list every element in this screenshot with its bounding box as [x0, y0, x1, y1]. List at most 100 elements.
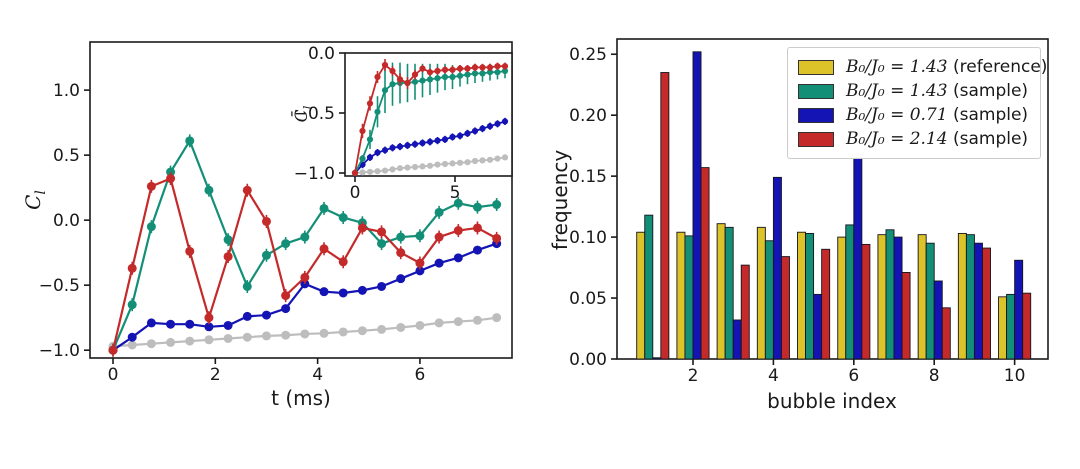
data-point [404, 79, 411, 87]
data-point [472, 223, 482, 233]
data-point [434, 258, 444, 268]
data-point [357, 223, 367, 233]
data-point [389, 67, 396, 75]
data-point [127, 332, 137, 342]
data-point [434, 137, 441, 144]
series-c42a2a [351, 59, 509, 177]
y-tick-label: −1.0 [294, 164, 335, 184]
data-point [434, 318, 444, 328]
y-tick-label: 0.00 [569, 350, 607, 370]
data-point [486, 64, 494, 71]
y-tick-label: −0.5 [39, 276, 80, 296]
data-point [381, 147, 389, 154]
data-point [449, 73, 456, 81]
data-point [281, 330, 291, 340]
bar [805, 232, 815, 360]
y-tick-label: 0.0 [308, 44, 335, 64]
data-point [396, 322, 406, 332]
data-point [166, 174, 176, 184]
data-point [479, 157, 486, 164]
data-point [434, 75, 441, 82]
data-point [494, 120, 501, 127]
bar [917, 234, 927, 360]
data-point [426, 162, 434, 169]
y-tick-label: 0.05 [569, 289, 607, 309]
data-point [281, 304, 291, 314]
data-point [166, 337, 176, 347]
data-point [223, 333, 233, 343]
data-point [377, 324, 387, 334]
data-point [449, 133, 456, 141]
bar [660, 72, 670, 360]
data-point [441, 66, 449, 73]
data-point [426, 76, 434, 83]
legend-swatch-yellow [798, 59, 834, 75]
data-point [377, 281, 387, 291]
bar [925, 242, 935, 360]
data-point [411, 71, 419, 78]
data-point [127, 300, 137, 310]
data-point [411, 141, 419, 148]
data-point [494, 69, 501, 76]
data-point [404, 164, 411, 171]
data-point [300, 272, 310, 282]
bar [973, 242, 983, 360]
y-tick-label: 0.5 [53, 146, 80, 166]
data-point [434, 207, 444, 217]
data-point [281, 239, 291, 249]
bar [837, 236, 847, 360]
data-point [108, 345, 118, 355]
bar [893, 236, 903, 360]
bar [965, 234, 975, 360]
data-point [185, 246, 195, 256]
data-point [426, 138, 434, 145]
data-point [242, 311, 252, 321]
data-point [396, 143, 404, 150]
data-point [501, 118, 509, 125]
data-point [415, 231, 425, 241]
legend-label-rest: (sample) [947, 105, 1029, 125]
data-point [479, 64, 486, 71]
data-point [319, 287, 329, 297]
data-point [441, 136, 449, 143]
bar [700, 167, 710, 360]
data-point [374, 73, 381, 81]
data-point [374, 108, 381, 115]
data-point [486, 156, 494, 163]
data-point [381, 167, 389, 174]
data-point [441, 160, 449, 168]
data-point [434, 161, 441, 168]
inset-ylabel-symbol: C̄ [292, 109, 312, 123]
data-point [464, 71, 471, 78]
bar [845, 224, 855, 360]
legend-label-rest: (sample) [947, 129, 1029, 149]
bar [764, 240, 774, 360]
data-point [338, 327, 348, 337]
data-point [146, 222, 156, 232]
data-point [338, 213, 348, 223]
data-point [441, 73, 449, 81]
legend-label-rest: (sample) [947, 81, 1029, 101]
data-point [366, 154, 374, 161]
data-point [381, 87, 389, 94]
bar [676, 231, 686, 360]
y-tick-label: 0.20 [569, 106, 607, 126]
x-tick-label: 0 [108, 365, 119, 385]
bar [853, 157, 863, 360]
data-point [204, 313, 214, 323]
x-tick-label: 6 [415, 365, 426, 385]
legend-item-sample-143: B₀/J₀ = 1.43 (sample) [798, 79, 1030, 103]
data-point [501, 154, 509, 161]
y-tick-label: −0.5 [294, 104, 335, 124]
bar [885, 229, 895, 360]
data-point [146, 318, 156, 328]
data-point [456, 65, 464, 72]
data-point [471, 157, 479, 165]
data-point [242, 332, 252, 342]
data-point [185, 319, 195, 329]
data-point [453, 253, 463, 263]
data-point [486, 123, 494, 130]
data-point [338, 257, 348, 267]
bar [797, 231, 807, 360]
